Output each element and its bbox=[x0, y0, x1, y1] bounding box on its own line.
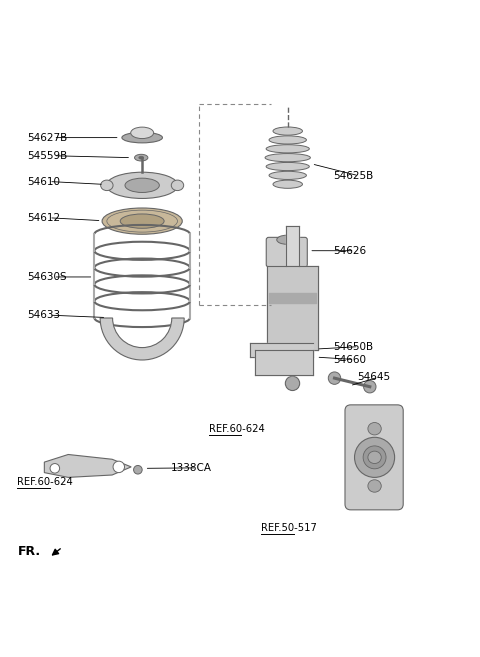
Ellipse shape bbox=[266, 162, 309, 171]
FancyBboxPatch shape bbox=[345, 405, 403, 510]
Circle shape bbox=[363, 446, 386, 469]
Ellipse shape bbox=[277, 235, 297, 244]
Ellipse shape bbox=[269, 136, 306, 144]
FancyBboxPatch shape bbox=[266, 237, 307, 267]
Ellipse shape bbox=[125, 178, 159, 193]
Ellipse shape bbox=[368, 451, 381, 464]
Text: 54633: 54633 bbox=[28, 310, 61, 320]
Text: 54559B: 54559B bbox=[28, 150, 68, 161]
Circle shape bbox=[355, 438, 395, 478]
Polygon shape bbox=[44, 455, 131, 478]
Text: 54660: 54660 bbox=[333, 355, 366, 365]
Text: REF.60-624: REF.60-624 bbox=[209, 424, 265, 434]
Text: REF.50-517: REF.50-517 bbox=[262, 523, 317, 533]
Text: 54625B: 54625B bbox=[333, 171, 373, 181]
Text: REF.60-624: REF.60-624 bbox=[17, 477, 73, 487]
Text: 1338CA: 1338CA bbox=[171, 463, 212, 473]
Text: FR.: FR. bbox=[18, 545, 41, 558]
Text: 54645: 54645 bbox=[357, 372, 390, 382]
Circle shape bbox=[328, 372, 341, 384]
Ellipse shape bbox=[120, 214, 164, 228]
Text: 54626: 54626 bbox=[333, 246, 366, 256]
Circle shape bbox=[285, 376, 300, 390]
Ellipse shape bbox=[269, 171, 306, 179]
Ellipse shape bbox=[266, 145, 309, 153]
Ellipse shape bbox=[131, 127, 154, 139]
Ellipse shape bbox=[273, 180, 302, 189]
Ellipse shape bbox=[265, 154, 311, 162]
Ellipse shape bbox=[102, 208, 182, 235]
Ellipse shape bbox=[171, 180, 184, 191]
Circle shape bbox=[50, 464, 60, 473]
Circle shape bbox=[133, 465, 142, 474]
Text: 54627B: 54627B bbox=[28, 133, 68, 143]
Text: 54650B: 54650B bbox=[333, 342, 373, 351]
Text: 54610: 54610 bbox=[28, 177, 60, 187]
Text: 54612: 54612 bbox=[28, 213, 61, 223]
Ellipse shape bbox=[122, 132, 162, 143]
Text: 54630S: 54630S bbox=[28, 272, 67, 282]
Wedge shape bbox=[100, 318, 184, 360]
Ellipse shape bbox=[368, 480, 381, 492]
Ellipse shape bbox=[139, 156, 144, 159]
Ellipse shape bbox=[101, 180, 113, 191]
Ellipse shape bbox=[107, 172, 178, 198]
Ellipse shape bbox=[368, 422, 381, 435]
Circle shape bbox=[113, 461, 124, 472]
Circle shape bbox=[364, 380, 376, 393]
Ellipse shape bbox=[273, 127, 302, 135]
Ellipse shape bbox=[134, 154, 148, 161]
